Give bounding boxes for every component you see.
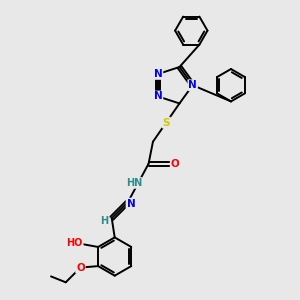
Text: HN: HN — [126, 178, 142, 188]
Text: H: H — [100, 216, 108, 226]
Text: N: N — [154, 92, 162, 101]
Text: O: O — [171, 159, 179, 169]
Text: O: O — [76, 262, 85, 273]
Text: N: N — [127, 199, 135, 208]
Text: HO: HO — [66, 238, 83, 248]
Text: N: N — [154, 69, 162, 79]
Text: S: S — [163, 118, 170, 128]
Text: N: N — [188, 80, 197, 90]
